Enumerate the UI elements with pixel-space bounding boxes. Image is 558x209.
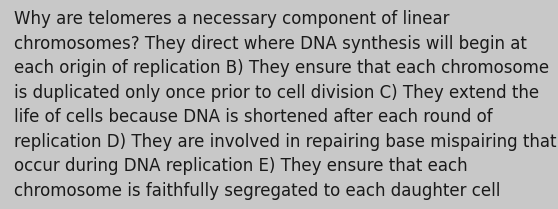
- Text: each origin of replication B) They ensure that each chromosome: each origin of replication B) They ensur…: [14, 59, 549, 77]
- Text: replication D) They are involved in repairing base mispairing that: replication D) They are involved in repa…: [14, 133, 556, 151]
- Text: occur during DNA replication E) They ensure that each: occur during DNA replication E) They ens…: [14, 157, 468, 175]
- Text: is duplicated only once prior to cell division C) They extend the: is duplicated only once prior to cell di…: [14, 84, 539, 102]
- Text: life of cells because DNA is shortened after each round of: life of cells because DNA is shortened a…: [14, 108, 493, 126]
- Text: chromosome is faithfully segregated to each daughter cell: chromosome is faithfully segregated to e…: [14, 182, 501, 200]
- Text: Why are telomeres a necessary component of linear: Why are telomeres a necessary component …: [14, 10, 449, 28]
- Text: chromosomes? They direct where DNA synthesis will begin at: chromosomes? They direct where DNA synth…: [14, 35, 527, 53]
